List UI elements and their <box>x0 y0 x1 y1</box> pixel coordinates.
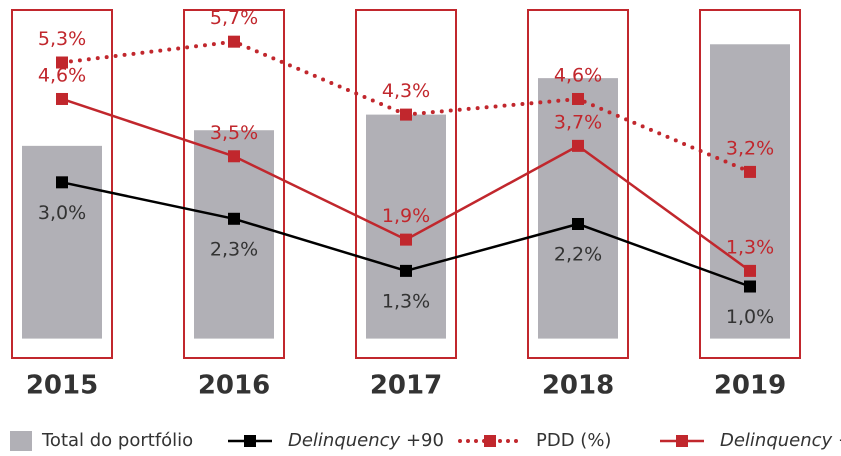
x-tick-label: 2019 <box>714 371 786 401</box>
column-frame <box>11 9 113 359</box>
marker <box>572 139 584 152</box>
marker <box>400 233 412 246</box>
bar <box>22 145 102 339</box>
data-label: 2,3% <box>210 238 258 260</box>
data-label: 3,0% <box>38 202 86 224</box>
marker <box>56 56 68 69</box>
column-frame <box>699 9 801 359</box>
data-label: 4,3% <box>382 80 430 102</box>
x-tick-label: 2017 <box>370 371 442 401</box>
marker <box>744 264 756 277</box>
legend-label-italic: Delinquency <box>288 430 401 451</box>
x-tick-label: 2015 <box>26 371 98 401</box>
data-label: 1,3% <box>726 236 774 258</box>
legend-label: Total do portfólio <box>41 430 193 451</box>
legend-label: PDD (%) <box>536 430 611 451</box>
data-label: 3,2% <box>726 137 774 159</box>
marker <box>56 176 68 189</box>
x-tick-label: 2016 <box>198 371 270 401</box>
marker <box>56 92 68 105</box>
data-label: 4,6% <box>38 64 86 86</box>
bar <box>710 44 790 339</box>
marker <box>572 92 584 105</box>
marker <box>744 280 756 293</box>
column-frame <box>355 9 457 359</box>
marker <box>744 165 756 178</box>
data-label: 1,0% <box>726 306 774 328</box>
marker <box>400 264 412 277</box>
legend-label: Delinquency +30 <box>720 430 841 451</box>
legend-label-rest: +90 <box>400 430 444 451</box>
data-label: 5,3% <box>38 28 86 50</box>
legend-label-rest: +30 <box>832 430 841 451</box>
marker <box>228 212 240 225</box>
data-label: 3,5% <box>210 122 258 144</box>
legend-marker <box>484 435 496 447</box>
column-frames <box>11 9 801 359</box>
legend-label-italic: Delinquency <box>720 430 833 451</box>
data-label: 1,3% <box>382 290 430 312</box>
data-label: 1,9% <box>382 205 430 227</box>
data-label: 2,2% <box>554 243 602 265</box>
bar <box>538 78 618 339</box>
column-frame <box>183 9 285 359</box>
data-label: 5,7% <box>210 7 258 29</box>
data-label: 3,7% <box>554 111 602 133</box>
legend-swatch <box>10 431 32 451</box>
x-tick-label: 2018 <box>542 371 614 401</box>
marker <box>228 35 240 48</box>
marker <box>228 150 240 163</box>
legend-label: Delinquency +90 <box>288 430 444 451</box>
legend-marker <box>244 435 256 447</box>
bar <box>194 130 274 339</box>
legend-marker <box>676 435 688 447</box>
data-label: 4,6% <box>554 64 602 86</box>
marker <box>572 217 584 230</box>
column-frame <box>527 9 629 359</box>
marker <box>400 108 412 121</box>
